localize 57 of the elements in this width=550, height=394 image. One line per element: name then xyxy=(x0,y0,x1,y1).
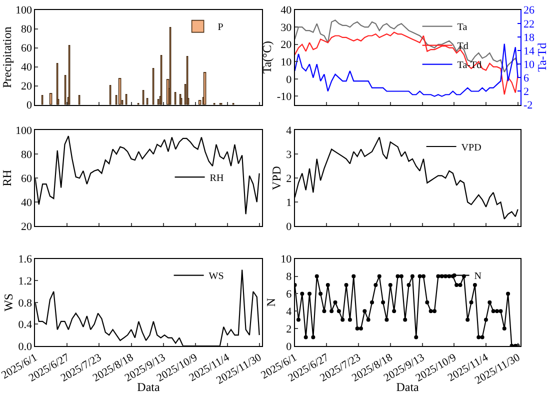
y-tick-label: 0 xyxy=(286,74,292,86)
y-tick-label: 0.0 xyxy=(18,340,32,353)
legend-label: Ta xyxy=(457,22,468,34)
legend-label: RH xyxy=(210,173,224,184)
series-label: WS xyxy=(208,271,224,282)
y2-axis-title: Ta-Td xyxy=(535,42,549,72)
y-tick-label: 100 xyxy=(16,124,32,137)
y-tick-label: 80 xyxy=(21,148,32,161)
y-tick-label: 20 xyxy=(21,80,32,93)
y-tick-label: 60 xyxy=(21,42,32,55)
y-axis-title: RH xyxy=(0,169,14,186)
y-axis-title: WS xyxy=(2,293,16,312)
y-tick-label: 40 xyxy=(21,62,32,74)
y-tick-label: 0.8 xyxy=(18,297,32,310)
legend-label: Td xyxy=(457,41,468,52)
y-tick-label: -10 xyxy=(276,91,292,104)
y-tick-label: 20 xyxy=(21,221,32,234)
x-axis-title: Data xyxy=(137,380,160,394)
y-tick-label: 3 xyxy=(286,148,292,161)
y-tick-label: 4 xyxy=(286,124,292,137)
legend-label: P xyxy=(218,22,224,34)
y-tick-label: 1.2 xyxy=(18,275,32,288)
y-tick-label: 8 xyxy=(286,271,292,284)
x-axis-title: Data xyxy=(396,380,420,394)
y-tick-label: 10 xyxy=(280,56,292,68)
y2-tick-label: 10 xyxy=(524,58,535,71)
y2-tick-label: -2 xyxy=(524,100,533,112)
y-tick-label: 0 xyxy=(26,100,32,112)
y-tick-label: 1.6 xyxy=(18,254,32,266)
y-tick-label: 40 xyxy=(280,4,292,17)
y-tick-label: 0.4 xyxy=(18,319,32,332)
y-axis-title: Ta(°C) xyxy=(260,41,274,74)
y-tick-label: 1 xyxy=(286,196,292,209)
y-tick-label: 2 xyxy=(286,172,292,185)
y2-tick-label: 6 xyxy=(524,72,530,85)
y2-tick-label: 22 xyxy=(524,18,534,30)
y2-tick-label: 26 xyxy=(524,4,535,17)
y-tick-label: 60 xyxy=(21,172,32,185)
y-tick-label: 30 xyxy=(280,22,292,34)
y-axis-title: VPD xyxy=(269,166,284,190)
legend-label: N xyxy=(474,271,482,282)
y-tick-label: 80 xyxy=(21,24,32,36)
y-tick-label: 20 xyxy=(280,39,292,52)
y2-tick-label: 14 xyxy=(524,45,535,58)
y-tick-label: 4 xyxy=(286,306,292,318)
y-axis-title: N xyxy=(264,298,278,307)
y-tick-label: 40 xyxy=(21,196,32,209)
legend-label: VPD xyxy=(461,142,482,154)
y2-tick-label: 2 xyxy=(524,86,529,98)
y-axis-title: Precipitation xyxy=(0,26,14,88)
y-tick-label: 2 xyxy=(286,323,292,336)
y2-tick-label: 18 xyxy=(524,32,535,44)
y-tick-label: 6 xyxy=(286,288,292,301)
y-tick-label: 0 xyxy=(286,221,292,234)
y-tick-label: 0 xyxy=(286,340,292,353)
y-tick-label: 100 xyxy=(16,4,32,17)
y-tick-label: 10 xyxy=(280,254,292,266)
